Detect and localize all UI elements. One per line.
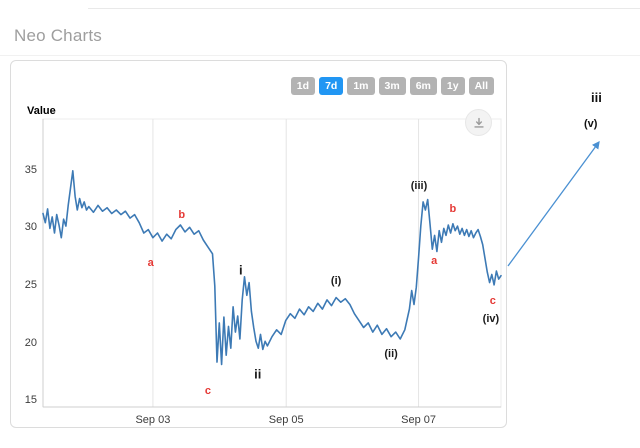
outside-label-v: (v) [584, 118, 598, 130]
wave-annotation-a: a [431, 254, 438, 267]
wave-annotation-ii: ii [254, 366, 262, 382]
chart-panel: 1d 7d 1m 3m 6m 1y All Value Sep 03 Sep 05 Sep 07… [10, 60, 507, 428]
wave-annotation-b: b [449, 202, 457, 215]
page-title: Neo Charts [14, 26, 102, 45]
y-tick-label: 15 [24, 394, 37, 407]
y-axis-title: Value [27, 105, 56, 117]
range-button-1m[interactable]: 1m [347, 77, 375, 95]
heading-divider [0, 55, 640, 56]
wave-annotation-i: (i) [330, 275, 342, 288]
range-button-3m[interactable]: 3m [378, 77, 406, 95]
y-tick-label: 35 [24, 163, 37, 176]
wave-annotation-ii: (ii) [384, 348, 398, 360]
wave-annotation-iii: (iii) [410, 179, 428, 192]
y-tick-label: 20 [24, 336, 37, 349]
y-tick-label: 30 [24, 221, 37, 234]
x-tick-label: Sep 07 [401, 414, 436, 426]
wave-annotation-c: c [204, 384, 211, 397]
download-button[interactable] [465, 109, 492, 136]
download-icon [473, 117, 484, 128]
top-divider [88, 8, 640, 9]
x-tick-label: Sep 05 [268, 414, 304, 426]
range-button-7d[interactable]: 7d [319, 77, 344, 95]
price-line-chart[interactable] [11, 61, 506, 427]
range-button-1d[interactable]: 1d [290, 77, 316, 95]
wave-annotation-iv: (iv) [482, 313, 500, 326]
x-tick-label: Sep 03 [135, 414, 171, 426]
range-button-1y[interactable]: 1y [440, 77, 465, 95]
wave-annotation-a: a [147, 257, 154, 269]
range-button-6m[interactable]: 6m [409, 77, 437, 95]
wave-annotation-i: i [239, 262, 243, 278]
wave-annotation-c: c [489, 295, 496, 308]
wave-annotation-b: b [178, 208, 186, 221]
outside-label-iii: iii [591, 90, 602, 105]
range-button-all[interactable]: All [468, 77, 494, 95]
trend-arrow-icon [507, 140, 600, 267]
y-tick-label: 25 [24, 279, 37, 292]
range-toolbar: 1d 7d 1m 3m 6m 1y All [290, 77, 494, 95]
